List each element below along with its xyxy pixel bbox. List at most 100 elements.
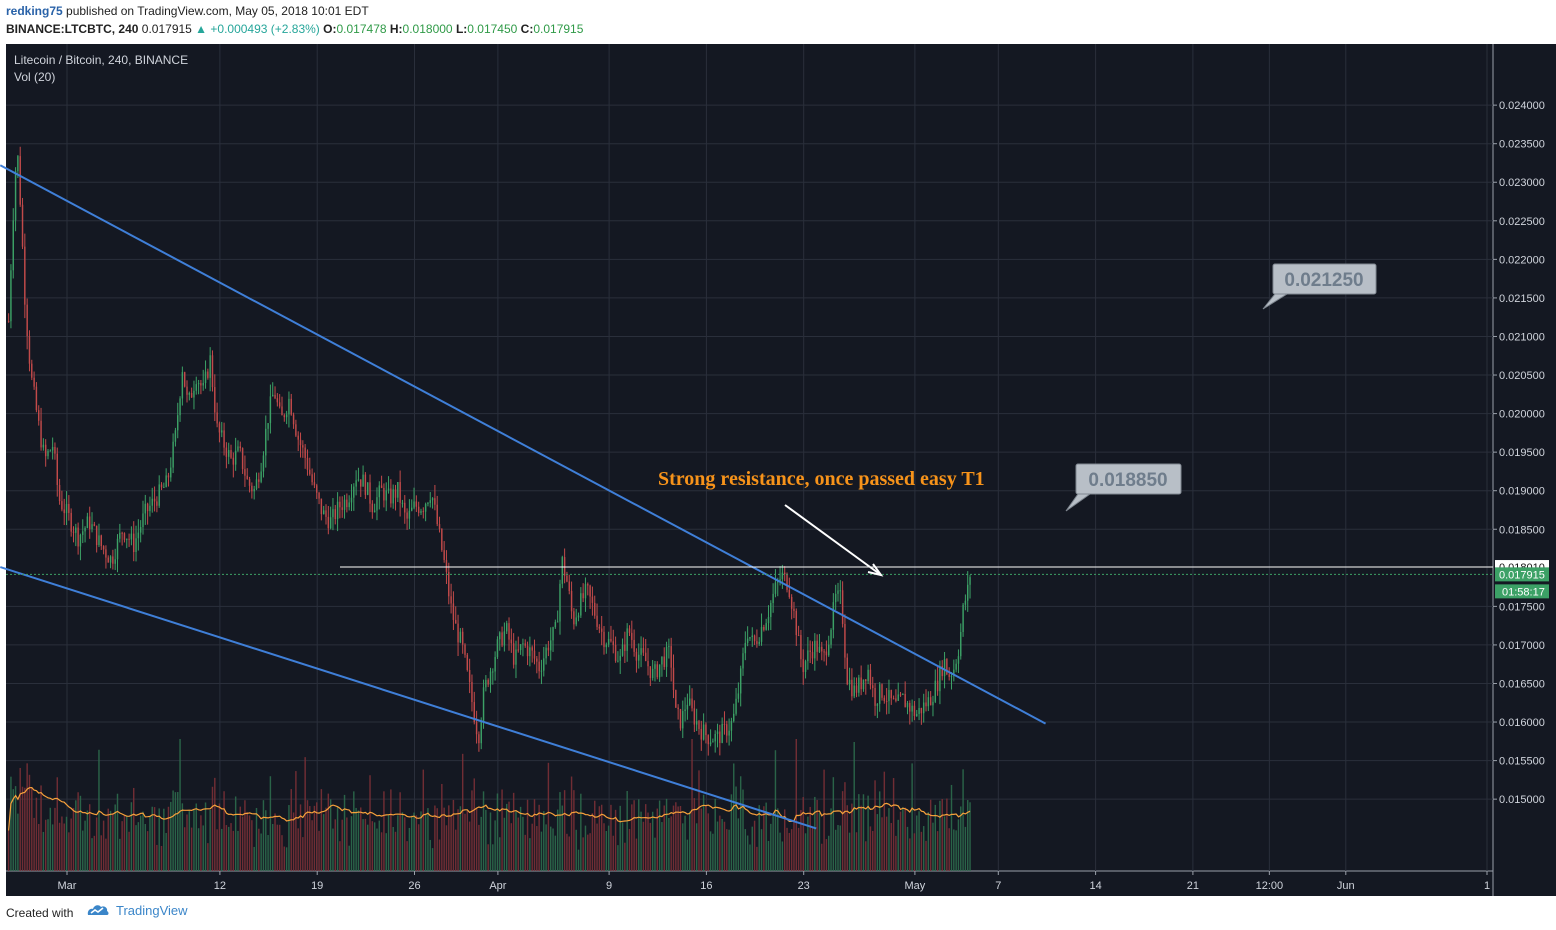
candle-body xyxy=(735,698,737,714)
volume-bar xyxy=(306,800,309,871)
candle-body xyxy=(336,501,339,520)
candle-body xyxy=(165,475,167,487)
volume-bar xyxy=(721,818,723,871)
volume-bar xyxy=(744,829,747,871)
volume-bar xyxy=(897,819,899,871)
volume-bar xyxy=(760,829,763,871)
candle-body xyxy=(443,550,445,561)
candle-body xyxy=(709,742,712,745)
candle-body xyxy=(431,498,434,501)
volume-bar xyxy=(415,815,418,871)
time-axis[interactable] xyxy=(6,871,1493,896)
candle-body xyxy=(906,703,909,708)
volume-bar xyxy=(716,821,719,871)
volume-bar xyxy=(211,786,214,871)
volume-bar xyxy=(519,806,522,871)
tradingview-brand[interactable]: TradingView xyxy=(86,902,188,918)
open-label: O: xyxy=(319,22,337,36)
volume-bar xyxy=(65,816,68,871)
candle-body xyxy=(693,708,696,725)
candle-body xyxy=(969,577,971,585)
volume-bar xyxy=(693,798,696,871)
candle-body xyxy=(299,439,302,446)
author-link[interactable]: redking75 xyxy=(6,4,63,18)
target-callout-2[interactable]: 0.021250 xyxy=(1262,263,1377,310)
candle-body xyxy=(170,467,172,478)
volume-bar xyxy=(818,812,821,871)
candle-body xyxy=(737,693,740,699)
candle-body xyxy=(112,556,114,564)
volume-bar xyxy=(865,841,867,871)
volume-ma-line xyxy=(8,786,971,831)
candle-body xyxy=(234,450,237,465)
volume-bar xyxy=(146,831,149,871)
volume-bar xyxy=(156,844,158,871)
candle-body xyxy=(783,572,786,575)
candle-body xyxy=(777,580,779,583)
symbol-label: BINANCE:LTCBTC, 240 xyxy=(6,22,139,36)
candle-body xyxy=(260,471,262,482)
volume-bar xyxy=(75,800,77,871)
candle-body xyxy=(943,659,946,677)
candle-body xyxy=(455,619,457,624)
candle-body xyxy=(587,584,589,586)
volume-bar xyxy=(830,808,832,871)
volume-bar xyxy=(580,793,582,871)
volume-bar xyxy=(779,832,781,871)
volume-bar xyxy=(665,798,668,871)
volume-bar xyxy=(464,813,466,871)
volume-bar xyxy=(411,815,413,871)
price-chart[interactable]: Strong resistance, once passed easy T1 0… xyxy=(0,44,1556,896)
volume-bar xyxy=(44,819,47,871)
price-axis[interactable] xyxy=(1493,44,1556,896)
volume-bar xyxy=(552,828,554,871)
candle-body xyxy=(49,450,52,452)
volume-bar xyxy=(821,843,823,871)
candle-body xyxy=(218,423,221,433)
volume-bar xyxy=(260,833,262,871)
volume-bar xyxy=(230,823,232,871)
candle-body xyxy=(526,645,529,657)
volume-bar xyxy=(531,823,533,871)
candle-body xyxy=(719,731,721,743)
candle-body xyxy=(464,644,466,655)
volume-bar xyxy=(383,791,385,871)
candle-body xyxy=(519,644,522,651)
volume-bar xyxy=(295,771,297,871)
volume-bar xyxy=(719,815,721,871)
volume-bar xyxy=(158,808,160,871)
candle-body xyxy=(109,556,112,563)
candle-body xyxy=(459,631,462,643)
volume-bar xyxy=(867,795,869,871)
low-label: L: xyxy=(452,22,468,36)
candle-body xyxy=(575,617,577,625)
candle-body xyxy=(489,671,492,685)
volume-bar xyxy=(197,828,200,871)
volume-bar xyxy=(79,795,82,871)
candle-body xyxy=(413,501,415,508)
volume-bar xyxy=(12,789,14,871)
overlays: Strong resistance, once passed easy T1 0… xyxy=(6,263,1493,577)
candle-body xyxy=(119,532,121,539)
volume-bar xyxy=(614,809,617,871)
volume-bar xyxy=(63,823,65,871)
volume-bar xyxy=(883,771,886,871)
volume-bar xyxy=(596,823,598,871)
volume-bar xyxy=(436,808,438,871)
volume-bar xyxy=(728,829,730,871)
volume-bar xyxy=(714,798,716,871)
target-callout-1[interactable]: 0.018850 xyxy=(1065,463,1182,512)
volume-bar xyxy=(624,842,626,871)
candle-body xyxy=(471,681,473,703)
volume-bar xyxy=(612,835,614,871)
candle-body xyxy=(17,156,19,172)
volume-bar xyxy=(302,837,304,871)
candle-body xyxy=(758,641,760,644)
volume-bar xyxy=(948,828,950,871)
candle-body xyxy=(79,534,82,547)
volume-bar xyxy=(767,840,770,871)
candle-body xyxy=(139,527,142,533)
candle-body xyxy=(853,685,855,697)
candle-body xyxy=(265,428,267,456)
annotation-arrow xyxy=(784,504,882,576)
